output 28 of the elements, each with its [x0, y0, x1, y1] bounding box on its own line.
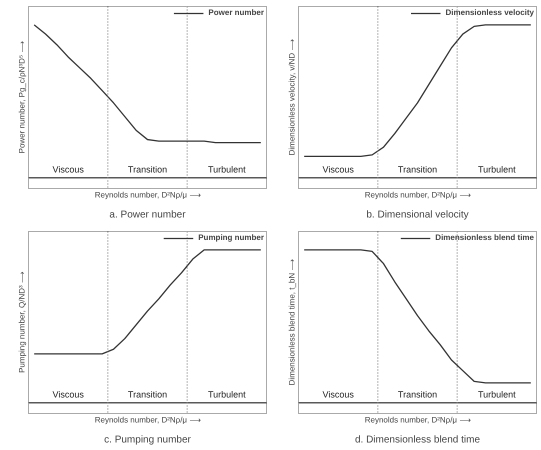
legend-label: Pumping number [198, 233, 264, 242]
text: d. Dimensionless blend time [354, 434, 480, 446]
annotation: Viscous [52, 164, 84, 175]
x-axis-title: Reynolds number, D²Nρ/μ ⟶ [94, 190, 202, 200]
y-axis-title: Power number, Pg_c/ρN³D⁵ ⟶ [18, 40, 26, 154]
legend-label: Power number [208, 8, 264, 17]
x-axis-title: Reynolds number, D²Nρ/μ ⟶ [364, 416, 472, 424]
annotation: Turbulent [478, 164, 516, 175]
y-axis-title: Dimensionless velocity, v/ND ⟶ [288, 38, 296, 156]
x-axis-title: Reynolds number, D²Nρ/μ ⟶ [94, 416, 202, 424]
legend-label: Dimensionless velocity [446, 8, 534, 17]
y-axis-title: Pumping number, Q/ND³ ⟶ [18, 271, 26, 373]
text: c. Pumping number [104, 434, 192, 446]
annotation: Turbulent [478, 390, 516, 400]
annotation: Transition [128, 390, 168, 400]
y-axis-title: Dimensionless blend time, t_bN ⟶ [288, 258, 296, 386]
x-axis-title: Reynolds number, D²Nρ/μ ⟶ [364, 190, 472, 200]
text: a. Power number [109, 210, 186, 220]
annotation: Viscous [322, 164, 354, 175]
text: b. Dimensional velocity [366, 210, 469, 220]
annotation: Viscous [322, 390, 354, 400]
annotation: Transition [398, 164, 438, 175]
legend-label: Dimensionless blend time [435, 233, 534, 242]
annotation: Turbulent [208, 390, 246, 400]
annotation: Viscous [52, 390, 84, 400]
annotation: Turbulent [208, 164, 246, 175]
annotation: Transition [128, 164, 168, 175]
annotation: Transition [398, 390, 438, 400]
